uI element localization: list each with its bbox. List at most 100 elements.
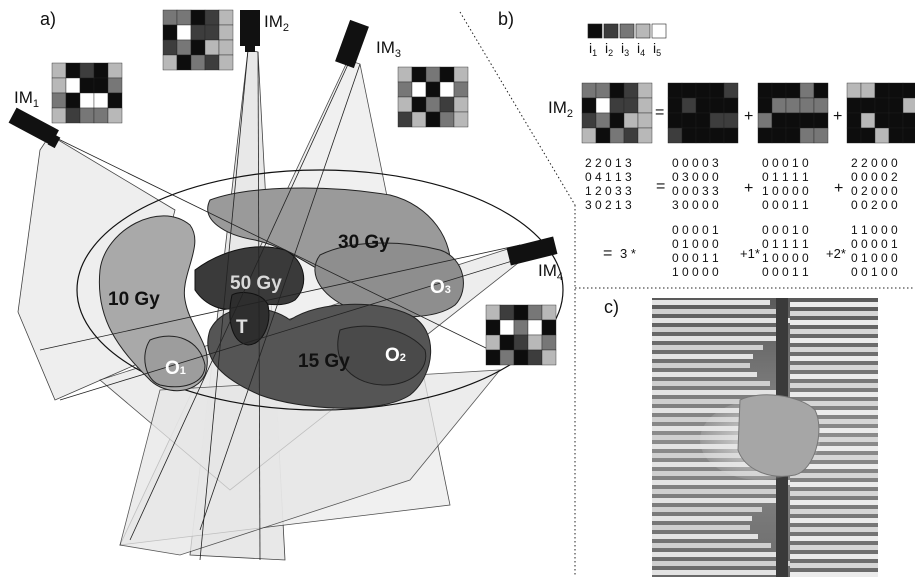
- plus-sign-3: +: [744, 180, 753, 197]
- intensity-legend: i1 i2 i3 i4 i5: [588, 24, 666, 58]
- collimator-leaf: [790, 500, 878, 505]
- map-cell: [412, 67, 426, 82]
- map-cell: [500, 320, 514, 335]
- collimator-leaf: [790, 302, 878, 307]
- map-cell: [724, 113, 738, 128]
- map-cell: [219, 10, 233, 25]
- map-cell: [596, 128, 610, 143]
- map-cell: [800, 98, 814, 113]
- map-cell: [426, 67, 440, 82]
- map-cell: [398, 97, 412, 112]
- matrix-row: 0 1 0 0 0: [851, 251, 898, 265]
- map-cell: [514, 350, 528, 365]
- plus-sign-4: +: [834, 180, 843, 197]
- map-cell: [847, 98, 861, 113]
- map-cell: [94, 63, 108, 78]
- map-cell: [542, 335, 556, 350]
- collimator-photo: [652, 298, 878, 577]
- eq-sign-2: =: [656, 178, 665, 195]
- map-cell: [66, 108, 80, 123]
- binary-matrix-3: 1 1 0 0 0 0 0 0 0 1 0 1 0 0 0 0 0 1 0 0: [851, 223, 898, 279]
- map-cell: [814, 128, 828, 143]
- map-cell: [108, 78, 122, 93]
- collimator-leaf: [790, 338, 878, 343]
- map-cell: [638, 83, 652, 98]
- map-cell: [177, 40, 191, 55]
- legend-label: i1: [589, 40, 597, 58]
- map-cell: [80, 63, 94, 78]
- map-cell: [454, 67, 468, 82]
- map-cell: [903, 83, 915, 98]
- map-cell: [454, 112, 468, 127]
- collimator-leaf: [652, 309, 783, 314]
- map-cell: [696, 98, 710, 113]
- map-cell: [582, 113, 596, 128]
- coef-1: 3 *: [620, 246, 636, 261]
- legend-swatch: [604, 24, 618, 38]
- map-cell: [682, 113, 696, 128]
- collimator-leaf: [790, 374, 878, 379]
- map-cell: [875, 113, 889, 128]
- map-cell: [205, 40, 219, 55]
- label-im1: IM1: [14, 88, 39, 110]
- map-cell: [724, 128, 738, 143]
- collimator-leaf: [790, 572, 878, 577]
- collimator-leaf: [790, 527, 878, 532]
- map-cell: [398, 82, 412, 97]
- map-cell: [454, 97, 468, 112]
- coef-3: +2*: [826, 246, 846, 261]
- map-cell: [398, 112, 412, 127]
- map-cell: [108, 63, 122, 78]
- label-dose-30: 30 Gy: [338, 232, 390, 253]
- intensity-map-im4: [486, 305, 556, 365]
- map-cell: [52, 108, 66, 123]
- panel-label-a: a): [40, 9, 56, 29]
- map-cell: [398, 67, 412, 82]
- map-cell: [191, 10, 205, 25]
- collimator-leaf: [652, 372, 757, 377]
- map-cell: [486, 335, 500, 350]
- map-cell: [786, 83, 800, 98]
- map-cell: [861, 128, 875, 143]
- map-cell: [486, 320, 500, 335]
- map-cell: [638, 128, 652, 143]
- map-cell: [80, 78, 94, 93]
- label-im4: IM4: [538, 261, 563, 283]
- map-cell: [668, 98, 682, 113]
- map-cell: [440, 112, 454, 127]
- map-cell: [514, 305, 528, 320]
- collimator-leaf: [790, 383, 878, 388]
- collimator-leaf: [652, 498, 776, 503]
- map-cell: [440, 97, 454, 112]
- map-cell: [205, 10, 219, 25]
- map-cell: [426, 97, 440, 112]
- map-cell: [426, 82, 440, 97]
- collimator-leaf: [790, 356, 878, 361]
- eq-sign-1: =: [655, 104, 664, 121]
- binary-matrix-2: 0 0 0 1 0 0 1 1 1 1 1 0 0 0 0 0 0 0 1 1: [762, 223, 809, 279]
- map-cell: [758, 128, 772, 143]
- matrix-c: 2 2 0 0 0 0 0 0 0 2 0 2 0 0 0 0 0 2 0 0: [851, 156, 898, 212]
- map-cell: [724, 98, 738, 113]
- map-cell: [772, 128, 786, 143]
- map-cell: [861, 83, 875, 98]
- map-cell: [624, 113, 638, 128]
- map-cell: [814, 113, 828, 128]
- matrix-row: 0 4 1 1 3: [585, 170, 632, 184]
- matrix-row: 0 1 0 0 0: [672, 237, 719, 251]
- map-cell: [528, 320, 542, 335]
- plus-sign-2: +: [833, 108, 842, 125]
- label-im3: IM3: [376, 38, 401, 60]
- map-cell: [610, 113, 624, 128]
- collimator-leaf: [790, 563, 878, 568]
- collimator-leaf: [652, 561, 790, 566]
- legend-label: i3: [621, 40, 629, 58]
- map-cell: [696, 128, 710, 143]
- coef-2: +1*: [740, 246, 760, 261]
- map-cell: [163, 10, 177, 25]
- map-cell: [861, 98, 875, 113]
- legend-swatch: [636, 24, 650, 38]
- matrix-row: 0 0 0 0 1: [672, 223, 719, 237]
- map-cell: [412, 112, 426, 127]
